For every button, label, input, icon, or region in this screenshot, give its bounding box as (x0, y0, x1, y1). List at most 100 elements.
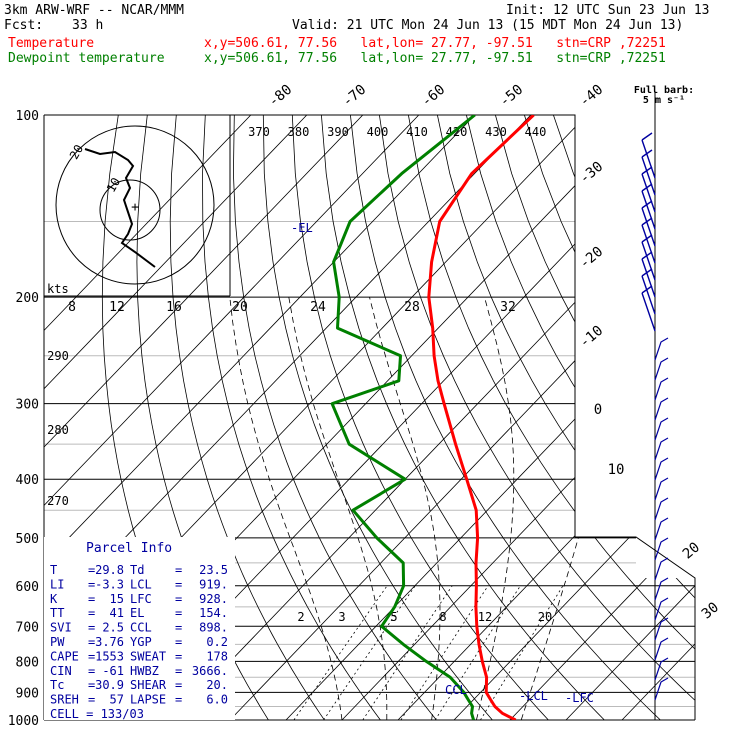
frame-outline (44, 114, 696, 720)
dewpoint-profile (330, 115, 476, 720)
mixing-ratio-label: 20 (538, 610, 552, 624)
isotherm-line (44, 115, 252, 720)
parcel-param-value: 3666. (192, 664, 228, 678)
mixing-ratio-label: 8 (439, 610, 446, 624)
hodograph-speed-label: 24 (310, 300, 326, 315)
isotherm-line (565, 115, 695, 720)
moist-adiabat (476, 296, 515, 720)
parcel-param-eq: = (88, 577, 95, 591)
pressure-tick-label: 100 (16, 109, 39, 124)
dry-adiabat (727, 115, 740, 733)
parcel-param-value: -61 (102, 664, 124, 678)
isotherm-label: 20 (680, 539, 703, 562)
wind-barb (654, 437, 669, 461)
theta-label: 440 (525, 125, 547, 139)
level-marker: -EL (291, 221, 313, 235)
level-marker: CCL (445, 683, 467, 697)
wind-barb (654, 357, 669, 381)
parcel-param-value: 1553 (95, 649, 124, 663)
parcel-param-eq: = (175, 563, 182, 577)
wind-barb (654, 637, 669, 661)
parcel-param-eq: = (175, 621, 182, 635)
theta-side-label: 270 (47, 494, 69, 508)
moist-adiabat (229, 297, 343, 720)
parcel-param-name: CCL (130, 621, 152, 635)
wind-barb (654, 657, 669, 681)
mixing-ratio-line (400, 585, 489, 720)
isotherm-label: 0 (594, 402, 602, 418)
parcel-param-eq: = (175, 606, 182, 620)
hodograph-kts-label: kts (47, 282, 69, 296)
theta-label: 430 (485, 125, 507, 139)
parcel-param-name: LFC (130, 592, 152, 606)
parcel-param-name: T (50, 563, 57, 577)
parcel-param-eq: = (88, 649, 95, 663)
wind-barb (641, 200, 656, 247)
parcel-param-value: 15 (110, 592, 124, 606)
parcel-param-name: CIN (50, 664, 72, 678)
wind-barb (654, 677, 669, 701)
parcel-param-name: SWEAT (130, 649, 166, 663)
wind-barb (654, 517, 669, 541)
parcel-param-eq: = (175, 649, 182, 663)
dry-adiabat (291, 115, 561, 720)
hodograph-ring-outer (55, 125, 215, 285)
theta-side-label: 290 (47, 349, 69, 363)
parcel-param-eq: = (88, 621, 95, 635)
moist-adiabat (288, 297, 388, 720)
wind-barb (654, 397, 669, 421)
isotherm-line (44, 115, 364, 720)
parcel-param-eq: = (88, 678, 95, 692)
parcel-param-value: 928. (199, 592, 228, 606)
dry-adiabat (582, 115, 695, 720)
level-marker: -LFC (565, 691, 594, 705)
dry-adiabat (321, 115, 618, 720)
level-marker: -LCL (519, 689, 548, 703)
mixing-ratio-line (434, 585, 521, 720)
isotherm-label: 10 (608, 462, 625, 478)
isotherm-label: -60 (419, 82, 449, 111)
pressure-tick-label: 500 (16, 532, 39, 547)
parcel-param-name: YGP (130, 635, 152, 649)
theta-side-label: 280 (47, 423, 69, 437)
pressure-tick-label: 300 (16, 398, 39, 413)
parcel-panel-background (44, 537, 235, 720)
forecast-label: Fcst: (4, 18, 44, 33)
dry-adiabat (669, 115, 695, 720)
isotherm-line (453, 115, 695, 720)
temperature-point-info: x,y=506.61, 77.56 lat,lon= 27.77, -97.51… (204, 36, 666, 51)
mixing-ratio-label: 12 (478, 610, 492, 624)
hodograph-speed-label: 28 (404, 300, 420, 315)
wind-barb (654, 497, 669, 521)
parcel-param-name: K (50, 592, 58, 606)
parcel-param-eq: = (175, 577, 182, 591)
parcel-param-value: 23.5 (199, 563, 228, 577)
dry-adiabat (553, 115, 695, 720)
level-markers: -EL -LCL -LFC CCL (291, 221, 594, 705)
isotherm-label: -30 (577, 159, 607, 188)
isotherm-label: -40 (577, 82, 607, 111)
wind-barb (641, 251, 656, 298)
dry-adiabat (611, 115, 695, 720)
mixing-ratio-label: 5 (390, 610, 397, 624)
dry-adiabat (350, 115, 675, 720)
theta-label: 400 (367, 125, 389, 139)
wind-barb (654, 597, 669, 621)
hodograph-speed-label: 12 (109, 300, 125, 315)
isotherm-label: 30 (699, 599, 722, 622)
parcel-param-eq: = (88, 592, 95, 606)
parcel-param-eq: = (88, 693, 95, 707)
mixing-ratio-label: 2 (297, 610, 304, 624)
hodograph-trace (84, 148, 156, 268)
init-time: Init: 12 UTC Sun 23 Jun 13 (506, 3, 710, 18)
dry-adiabat (202, 115, 391, 720)
isotherm-label: -50 (497, 82, 527, 111)
sounding-profiles (330, 115, 535, 720)
parcel-param-eq: = (175, 693, 182, 707)
wind-barb (654, 577, 669, 601)
parcel-param-value: 57 (110, 693, 124, 707)
moist-adiabat (369, 297, 441, 720)
hodograph-origin: + (131, 200, 139, 215)
